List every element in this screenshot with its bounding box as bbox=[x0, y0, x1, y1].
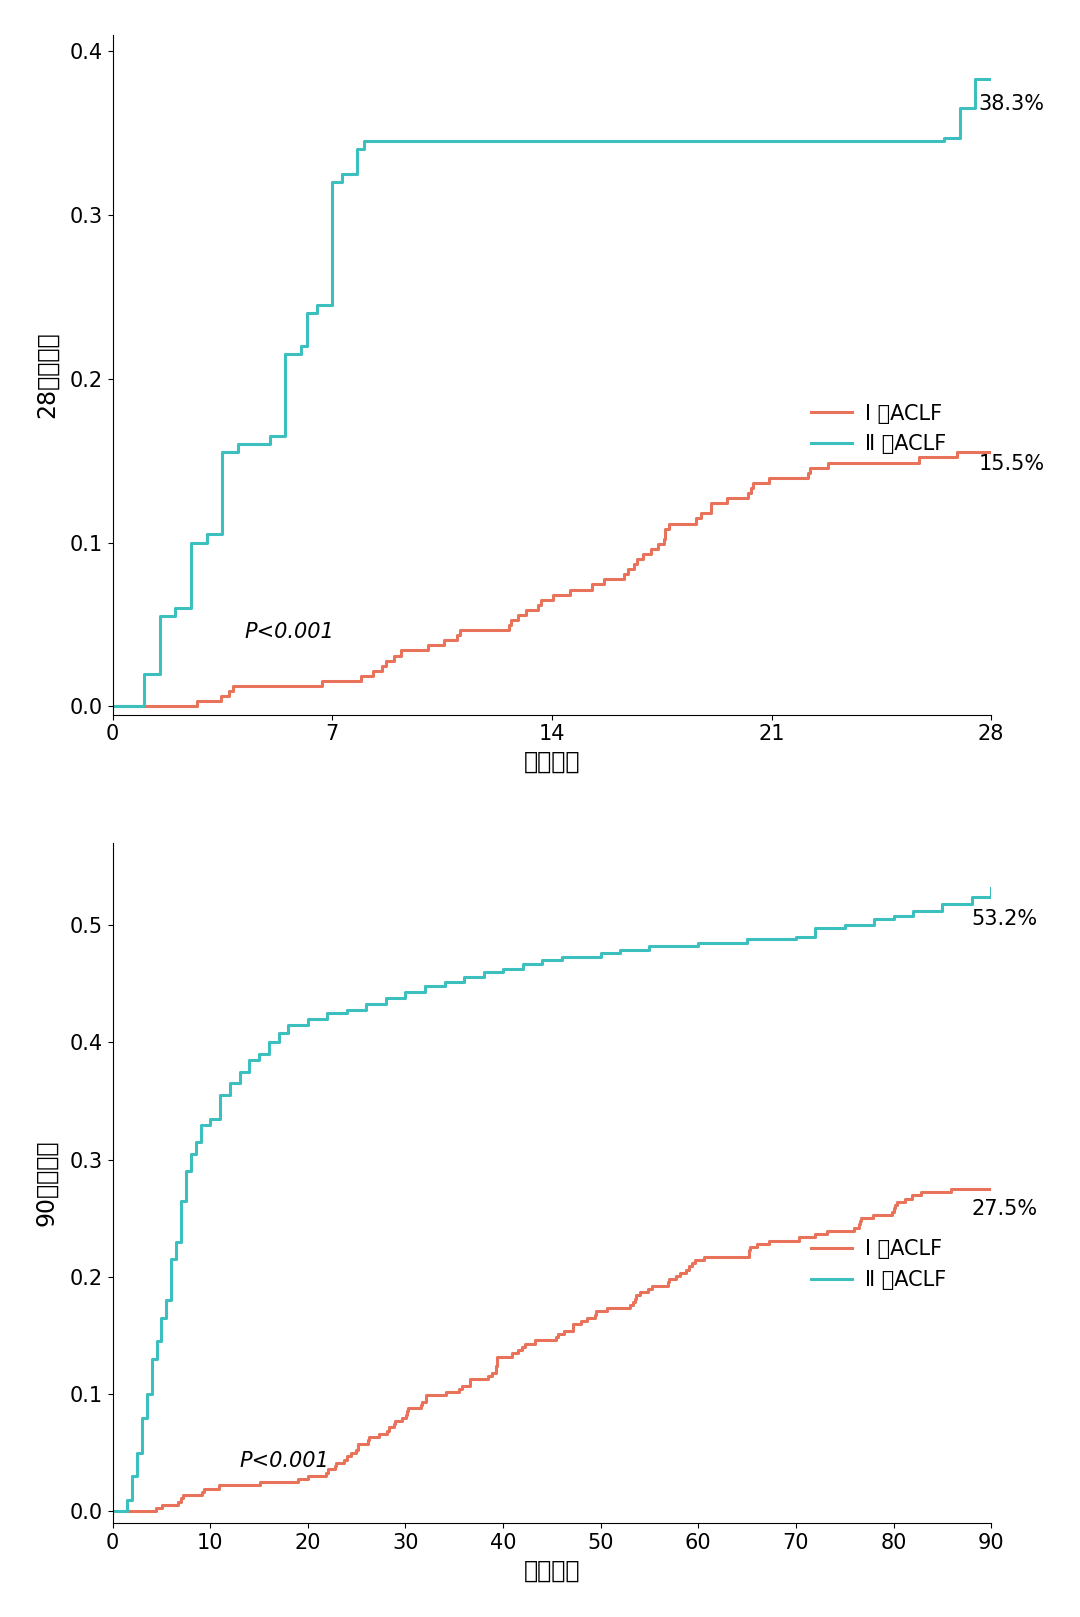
Text: 38.3%: 38.3% bbox=[978, 94, 1044, 113]
Text: P<0.001: P<0.001 bbox=[244, 621, 334, 642]
Legend: Ⅰ 型ACLF, Ⅱ 型ACLF: Ⅰ 型ACLF, Ⅱ 型ACLF bbox=[802, 1231, 955, 1298]
X-axis label: 随访天数: 随访天数 bbox=[524, 1559, 580, 1583]
Text: 27.5%: 27.5% bbox=[972, 1198, 1038, 1219]
Y-axis label: 90天病死率: 90天病死率 bbox=[35, 1140, 58, 1226]
Text: 53.2%: 53.2% bbox=[972, 909, 1038, 930]
Text: P<0.001: P<0.001 bbox=[240, 1450, 329, 1471]
Legend: Ⅰ 型ACLF, Ⅱ 型ACLF: Ⅰ 型ACLF, Ⅱ 型ACLF bbox=[802, 396, 955, 462]
Text: 15.5%: 15.5% bbox=[978, 454, 1044, 474]
X-axis label: 随访天数: 随访天数 bbox=[524, 750, 580, 775]
Y-axis label: 28天病死率: 28天病死率 bbox=[35, 331, 58, 417]
